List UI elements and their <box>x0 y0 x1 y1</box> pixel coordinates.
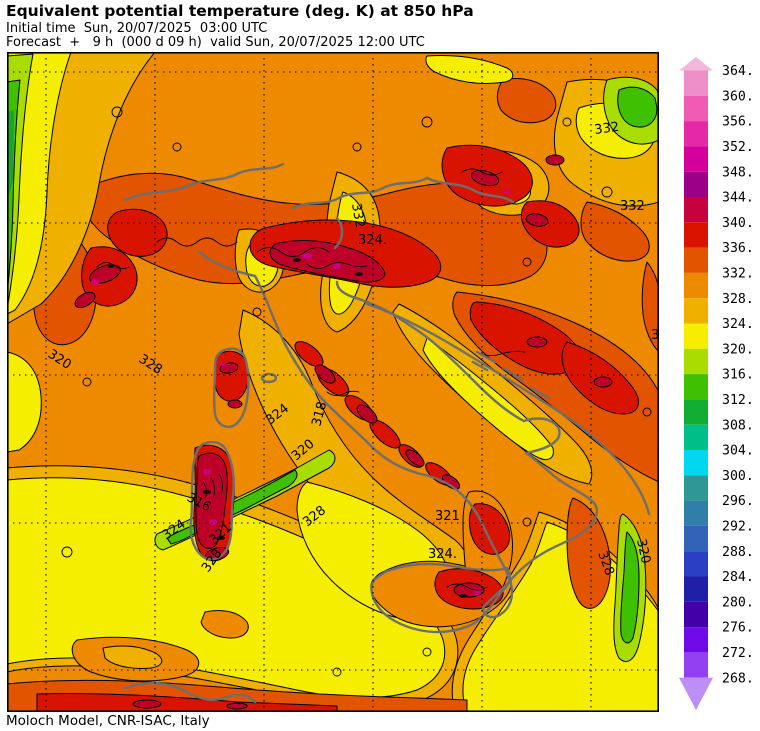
colorbar-band <box>684 576 708 602</box>
coastline-corsica <box>212 347 250 428</box>
coastline-italy-west <box>197 250 598 619</box>
coastline-balkans <box>365 302 651 516</box>
colorbar-band <box>684 247 708 273</box>
colorbar-tick-label: 356. <box>722 115 754 130</box>
colorbar-band <box>684 348 708 375</box>
colorbar-tick-label: 324. <box>722 317 754 332</box>
colorbar-tick-label: 364. <box>722 64 754 79</box>
colorbar-band <box>684 399 708 425</box>
colorbar-tick-label: 348. <box>722 165 754 180</box>
colorbar-band <box>684 222 708 248</box>
colorbar-tick-label: 272. <box>722 646 754 661</box>
colorbar-band <box>684 323 708 349</box>
colorbar-tick-label: 352. <box>722 140 754 155</box>
colorbar-band <box>684 652 708 678</box>
colorbar-band <box>684 272 708 299</box>
field-crimson-cores <box>74 154 613 710</box>
colorbar-tick-label: 312. <box>722 393 754 408</box>
colorbar-tick-label: 304. <box>722 444 754 459</box>
theta-e-map-canvas: 324.332332332332328320324318320316328321… <box>7 52 659 712</box>
model-credit: Moloch Model, CNR-ISAC, Italy <box>6 713 210 729</box>
colorbar-band <box>684 601 708 628</box>
colorbar-tick-label: 360. <box>722 89 754 104</box>
map-border <box>7 52 659 712</box>
border-alps-1 <box>123 162 285 202</box>
contour-label: 324. <box>358 233 387 248</box>
colorbar-band <box>684 424 708 450</box>
contour-label: 332 <box>593 120 620 138</box>
field-magenta-specks <box>91 190 510 595</box>
border-alps-2 <box>291 176 429 210</box>
coastlines <box>123 162 651 704</box>
colorbar-band <box>684 450 708 476</box>
colorbar-tick-label: 328. <box>722 292 754 307</box>
colorbar-band <box>684 121 708 147</box>
colorbar-band <box>684 374 708 400</box>
contour-label: 332 <box>348 202 367 229</box>
contour-label: 321 <box>435 509 460 524</box>
colorbar-tick-label: 292. <box>722 520 754 535</box>
colorbar-tick-label: 300. <box>722 469 754 484</box>
colorbar-tick-label: 308. <box>722 418 754 433</box>
colorbar-tick-label: 316. <box>722 368 754 383</box>
lake-garda <box>333 216 344 250</box>
coastline-sardinia <box>189 440 235 561</box>
contour-label: 332 <box>620 199 645 214</box>
colorbar: 364. 360. 356. 352. 348. 344. 340. 336. 332. 328.… <box>679 57 754 710</box>
page-title: Equivalent potential temperature (deg. K… <box>6 2 474 20</box>
contour-label: 332 <box>651 328 659 343</box>
colorbar-band <box>684 197 708 223</box>
colorbar-tick-label: 284. <box>722 570 754 585</box>
colorbar-tick-label: 320. <box>722 342 754 357</box>
colorbar-tick-label: 280. <box>722 595 754 610</box>
colorbar-tick-label: 344. <box>722 191 754 206</box>
contour-label: 324. <box>428 547 457 562</box>
coastline-sicily <box>370 562 512 634</box>
colorbar-band <box>684 146 708 172</box>
colorbar-tick-label: 296. <box>722 494 754 509</box>
colorbar-band <box>684 95 708 122</box>
border-alps-3 <box>425 176 515 204</box>
latlon-grid <box>7 52 659 712</box>
colorbar-tick-label: 288. <box>722 545 754 560</box>
contour-texture <box>61 106 652 677</box>
coastline-elba <box>260 372 278 384</box>
colorbar-arrow-bottom <box>679 677 713 710</box>
colorbar-arrow-top <box>679 57 713 71</box>
colorbar-tick-label: 336. <box>722 241 754 256</box>
field-red-blobs <box>36 144 639 712</box>
colorbar-band <box>684 500 708 526</box>
colorbar-band <box>684 70 708 96</box>
colorbar-band <box>684 525 708 552</box>
colorbar-band <box>684 475 708 501</box>
colorbar-tick-label: 276. <box>722 621 754 636</box>
colorbar-tick-label: 340. <box>722 216 754 231</box>
contour-label: 318 <box>309 400 330 428</box>
forecast-line: Forecast + 9 h (000 d 09 h) valid Sun, 2… <box>6 35 425 50</box>
colorbar-tick-label: 268. <box>722 671 754 686</box>
colorbar-band <box>684 171 708 197</box>
colorbar-band <box>684 298 708 324</box>
contour-label: 320 <box>633 538 653 565</box>
colorbar-band <box>684 551 708 577</box>
initial-time-line: Initial time Sun, 20/07/2025 03:00 UTC <box>6 21 268 36</box>
colorbar-band <box>684 627 708 653</box>
colorbar-tick-label: 332. <box>722 267 754 282</box>
